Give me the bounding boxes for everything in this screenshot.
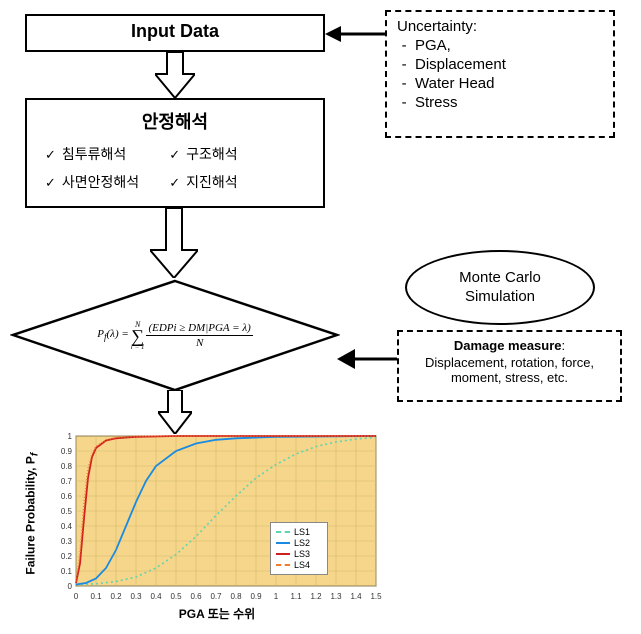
check-icon: ✓	[45, 175, 56, 191]
legend-row: LS2	[276, 538, 322, 548]
svg-text:1.4: 1.4	[350, 592, 362, 601]
check-icon: ✓	[169, 147, 180, 163]
legend-row: LS3	[276, 549, 322, 559]
down-arrow-1	[155, 52, 195, 98]
svg-text:0.5: 0.5	[61, 507, 73, 516]
svg-text:0.4: 0.4	[61, 522, 73, 531]
down-arrow-3	[158, 390, 192, 434]
svg-text:0: 0	[74, 592, 79, 601]
svg-text:1.3: 1.3	[330, 592, 342, 601]
svg-text:0.8: 0.8	[61, 462, 73, 471]
uncertainty-title: Uncertainty:	[397, 18, 603, 35]
fragility-chart: Failure Probability, Pf 0 0.1 0.2 0.3 0.4 0.5…	[10, 430, 390, 624]
check-icon: ✓	[45, 147, 56, 163]
analysis-item: ✓ 지진해석	[169, 172, 237, 192]
svg-text:0.8: 0.8	[230, 592, 242, 601]
analysis-title: 안정해석	[45, 108, 305, 134]
uncertainty-item: PGA,	[415, 37, 603, 54]
svg-text:0: 0	[68, 582, 73, 591]
damage-title: Damage measure	[454, 338, 562, 353]
damage-measure-box: Damage measure: Displacement, rotation, …	[397, 330, 622, 402]
legend-row: LS4	[276, 560, 322, 570]
analysis-item: ✓ 구조해석	[169, 144, 237, 164]
mc-line2: Simulation	[465, 288, 535, 307]
svg-text:1: 1	[274, 592, 279, 601]
svg-text:0.7: 0.7	[61, 477, 73, 486]
svg-text:0.2: 0.2	[61, 552, 73, 561]
svg-text:0.7: 0.7	[210, 592, 222, 601]
uncertainty-box: Uncertainty: PGA, Displacement Water Hea…	[385, 10, 615, 138]
down-arrow-2	[150, 208, 198, 278]
svg-text:0.9: 0.9	[250, 592, 262, 601]
damage-body: Displacement, rotation, force, moment, s…	[407, 355, 612, 385]
monte-carlo-ellipse: Monte Carlo Simulation	[405, 250, 595, 325]
svg-text:0.1: 0.1	[90, 592, 102, 601]
chart-svg: 0 0.1 0.2 0.3 0.4 0.5 0.6 0.7 0.8 0.9 1 1.1 1.2 1.3 1.…	[52, 430, 382, 602]
svg-text:0.5: 0.5	[170, 592, 182, 601]
diagram-canvas: Input Data Uncertainty: PGA, Displacemen…	[10, 10, 631, 624]
input-data-title: Input Data	[131, 21, 219, 41]
svg-text:0.6: 0.6	[190, 592, 202, 601]
svg-text:0.4: 0.4	[150, 592, 162, 601]
uncertainty-item: Displacement	[415, 56, 603, 73]
svg-text:0.1: 0.1	[61, 567, 73, 576]
mc-line1: Monte Carlo	[459, 269, 541, 288]
svg-text:0.6: 0.6	[61, 492, 73, 501]
svg-text:0.2: 0.2	[110, 592, 122, 601]
svg-text:1.5: 1.5	[370, 592, 382, 601]
svg-text:1: 1	[68, 432, 73, 441]
svg-text:0.3: 0.3	[130, 592, 142, 601]
svg-text:1.2: 1.2	[310, 592, 322, 601]
uncertainty-list: PGA, Displacement Water Head Stress	[397, 37, 603, 111]
analysis-item: ✓ 사면안정해석	[45, 172, 139, 192]
uncertainty-item: Stress	[415, 94, 603, 111]
check-icon: ✓	[169, 175, 180, 191]
chart-legend: LS1LS2LS3LS4	[270, 522, 328, 575]
arrow-uncertainty-to-input	[325, 24, 385, 44]
input-data-box: Input Data	[25, 14, 325, 52]
svg-text:1.1: 1.1	[290, 592, 302, 601]
chart-ylabel: Failure Probability, Pf	[23, 434, 40, 594]
svg-text:0.3: 0.3	[61, 537, 73, 546]
analysis-item: ✓ 침투류해석	[45, 144, 139, 164]
analysis-box: 안정해석 ✓ 침투류해석 ✓ 사면안정해석 ✓ 구조해석 ✓	[25, 98, 325, 208]
formula-content: Pf(λ) = N ∑ i = 1 (EDPi ≥ DM|PGA = λ) N	[70, 310, 280, 360]
svg-text:0.9: 0.9	[61, 447, 73, 456]
legend-row: LS1	[276, 527, 322, 537]
arrow-damage-to-diamond	[337, 346, 397, 372]
chart-xlabel: PGA 또는 수위	[52, 605, 382, 622]
uncertainty-item: Water Head	[415, 75, 603, 92]
